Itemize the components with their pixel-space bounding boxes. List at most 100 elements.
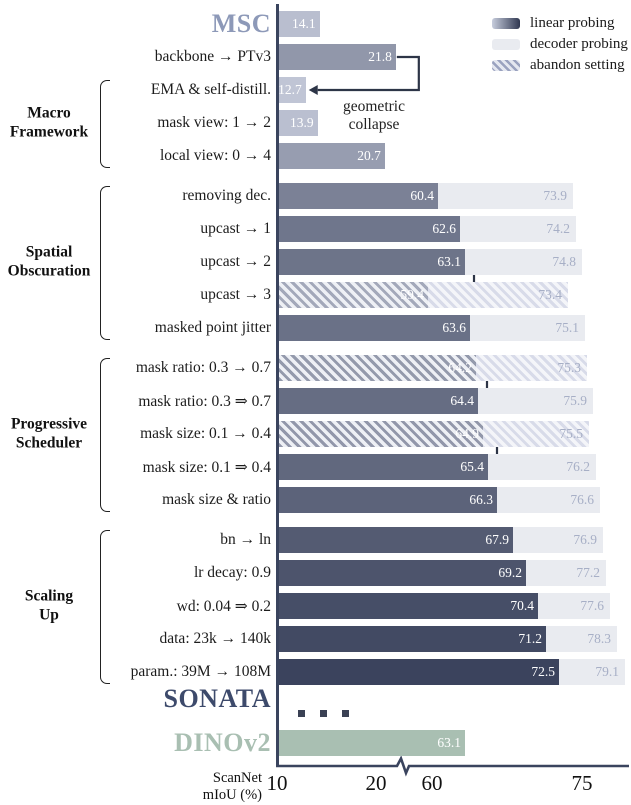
geometric-collapse-annotation: geometric collapse — [318, 98, 430, 134]
linear-bar — [279, 282, 428, 308]
dinov2-value: 63.1 — [437, 735, 461, 750]
linear-value: 62.6 — [432, 221, 456, 236]
row-label: upcast → 2 — [200, 253, 271, 270]
sonata-label: SONATA — [163, 684, 271, 713]
axis-caption-line: mIoU (%) — [202, 787, 262, 803]
linear-value: 64.2 — [448, 360, 472, 375]
linear-value: 21.8 — [368, 49, 392, 64]
legend-label: linear probing — [530, 15, 615, 31]
linear-bar — [279, 454, 488, 480]
linear-value: 64.4 — [450, 393, 474, 408]
row-label: param.: 39M → 108M — [130, 663, 271, 680]
row-label: EMA & self-distill. — [150, 81, 271, 98]
row-label: removing dec. — [182, 187, 271, 204]
decoder-probing-swatch-icon — [492, 39, 520, 50]
decoder-value: 77.2 — [576, 565, 600, 580]
row-label: mask size: 0.1 ⇒ 0.4 — [142, 458, 271, 476]
axis-caption-line: ScanNet — [212, 770, 262, 786]
linear-value: 66.3 — [469, 492, 493, 507]
decoder-value: 75.3 — [557, 360, 581, 375]
group-bracket — [100, 80, 110, 168]
group-label: Scaling Up — [24, 587, 74, 624]
linear-bar — [279, 421, 483, 447]
abandon-setting-swatch-icon — [492, 60, 520, 71]
legend: linear probing decoder probing abandon s… — [492, 13, 628, 76]
linear-bar — [279, 216, 460, 242]
row-label: mask ratio: 0.3 ⇒ 0.7 — [138, 392, 271, 410]
group-bracket — [100, 358, 110, 512]
legend-item-abandon: abandon setting — [492, 55, 628, 76]
arrowhead-icon — [308, 85, 318, 95]
linear-bar — [279, 659, 559, 685]
linear-bar — [279, 315, 470, 341]
annotation-line: geometric — [343, 98, 405, 115]
legend-label: decoder probing — [530, 36, 628, 52]
row-label: bn → ln — [220, 531, 271, 548]
axis-caption: ScanNet mIoU (%) — [148, 770, 262, 804]
ellipsis-dot-icon — [342, 710, 349, 717]
linear-bar — [279, 110, 318, 136]
linear-value: 65.4 — [460, 459, 484, 474]
axis-tick: 10 — [266, 771, 288, 795]
row-label: mask view: 1 → 2 — [157, 114, 271, 131]
axis-tick: 20 — [365, 771, 387, 795]
decoder-value: 77.6 — [580, 598, 604, 613]
decoder-value: 76.6 — [570, 492, 594, 507]
linear-value: 59.4 — [400, 287, 424, 302]
group-label: Macro Framework — [9, 104, 89, 141]
linear-value: 71.2 — [518, 631, 542, 646]
linear-bar — [279, 183, 438, 209]
decoder-value: 75.9 — [563, 393, 587, 408]
axis-tick: 60 — [421, 771, 443, 795]
legend-item-decoder: decoder probing — [492, 34, 628, 55]
linear-value: 67.9 — [485, 532, 509, 547]
linear-bar — [279, 527, 513, 553]
linear-value: 14.1 — [291, 16, 316, 31]
dinov2-label: DINOv2 — [174, 728, 271, 757]
linear-bar — [279, 143, 385, 169]
linear-bar — [279, 249, 465, 275]
decoder-value: 78.3 — [587, 631, 611, 646]
linear-bar — [279, 44, 396, 70]
decoder-value: 76.2 — [566, 459, 590, 474]
linear-bar — [279, 11, 320, 37]
linear-value: 72.5 — [531, 664, 555, 679]
linear-value: 64.9 — [455, 426, 479, 441]
legend-label: abandon setting — [530, 57, 625, 73]
ellipsis-dot-icon — [320, 710, 327, 717]
row-label: lr decay: 0.9 — [193, 564, 271, 581]
linear-bar — [279, 560, 526, 586]
decoder-value: 75.1 — [555, 320, 579, 335]
row-label: mask size & ratio — [162, 491, 271, 508]
linear-bar — [279, 77, 306, 103]
decoder-value: 75.5 — [559, 426, 583, 441]
decoder-value: 73.9 — [543, 188, 567, 203]
decoder-value: 79.1 — [595, 664, 619, 679]
axis-tick: 75 — [571, 771, 593, 795]
linear-bar — [279, 487, 497, 513]
decoder-value: 74.8 — [552, 254, 576, 269]
row-label: local view: 0 → 4 — [159, 147, 271, 164]
linear-value: 70.4 — [510, 598, 534, 613]
linear-bar — [279, 388, 478, 414]
linear-bar — [279, 593, 538, 619]
row-label: mask ratio: 0.3 → 0.7 — [135, 359, 271, 376]
group-bracket — [100, 530, 110, 684]
row-label: mask size: 0.1 → 0.4 — [140, 425, 271, 442]
linear-value: 20.7 — [357, 148, 381, 163]
linear-bar — [279, 626, 546, 652]
linear-value: 60.4 — [410, 188, 434, 203]
row-label: masked point jitter — [154, 319, 271, 336]
ellipsis-dot-icon — [298, 710, 305, 717]
row-label: upcast → 3 — [200, 286, 271, 303]
linear-value: 13.9 — [289, 115, 314, 130]
linear-value: 69.2 — [498, 565, 522, 580]
linear-value: 63.1 — [437, 254, 461, 269]
linear-bar — [279, 355, 476, 381]
group-bracket — [100, 186, 110, 340]
annotation-line: collapse — [348, 116, 400, 133]
decoder-value: 73.4 — [538, 287, 562, 302]
group-label: Progressive Scheduler — [10, 415, 88, 452]
legend-item-linear: linear probing — [492, 13, 628, 34]
